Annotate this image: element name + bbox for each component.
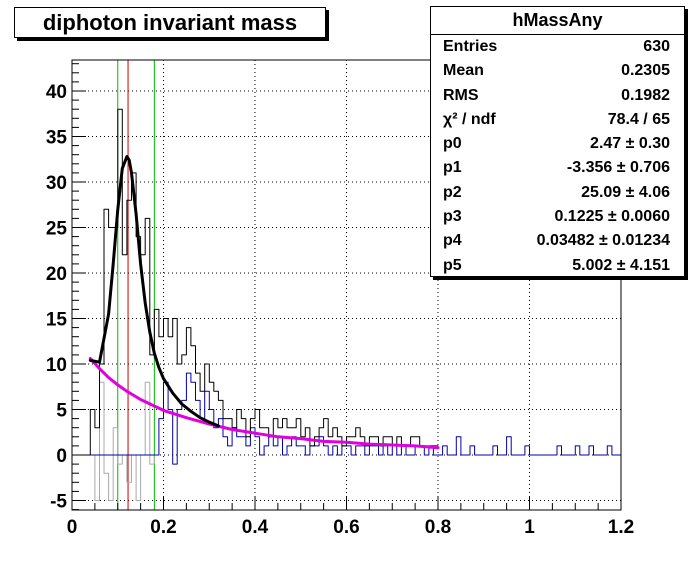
stats-row: p0 2.47 ± 0.30 — [431, 132, 684, 156]
stats-box: hMassAny Entries 630 Mean 0.2305 RMS 0.1982 χ²… — [430, 6, 685, 277]
x-tick-label: 0.6 — [333, 517, 359, 538]
stats-row: χ² / ndf 78.4 / 65 — [431, 108, 684, 132]
y-tick-label: 15 — [46, 310, 68, 331]
stats-row: RMS 0.1982 — [431, 84, 684, 108]
y-tick-label: 30 — [46, 173, 67, 194]
histogram-signal-region — [71, 372, 622, 465]
stats-row: p4 0.03482 ± 0.01234 — [431, 229, 684, 253]
stats-row: p3 0.1225 ± 0.0060 — [431, 205, 684, 229]
stats-row: p2 25.09 ± 4.06 — [431, 181, 684, 205]
stats-key: Entries — [443, 38, 498, 55]
stats-row: p5 5.002 ± 4.151 — [431, 254, 684, 278]
y-tick-label: 0 — [56, 446, 67, 467]
stats-key: RMS — [443, 86, 479, 104]
histogram-total — [71, 108, 439, 456]
stats-value: 630 — [643, 38, 670, 55]
plot-title: diphoton invariant mass — [42, 9, 298, 35]
grid-lines — [72, 60, 621, 510]
series-layer — [71, 60, 622, 510]
x-tick-label: 0.4 — [242, 517, 269, 538]
fit-background-curve — [88, 357, 440, 450]
y-tick-label: 35 — [46, 128, 68, 149]
y-tick-label: 25 — [46, 219, 68, 240]
stats-value: 78.4 / 65 — [607, 110, 670, 128]
y-tick-label: 20 — [46, 264, 67, 285]
fit-total-curve — [88, 155, 220, 428]
stats-key: Mean — [443, 62, 484, 80]
stats-value: 5.002 ± 4.151 — [572, 256, 670, 274]
stats-value: -3.356 ± 0.706 — [566, 159, 670, 177]
y-tick-label: -5 — [50, 492, 67, 513]
stats-row: p1 -3.356 ± 0.706 — [431, 156, 684, 180]
stats-key: p1 — [443, 159, 462, 177]
x-tick-label: 0.2 — [150, 517, 176, 538]
y-tick-label: 10 — [46, 355, 67, 376]
stats-value: 2.47 ± 0.30 — [590, 135, 670, 153]
stats-key: p2 — [443, 183, 462, 201]
stats-value: 0.1225 ± 0.0060 — [554, 208, 670, 226]
y-tick-label: 40 — [46, 82, 67, 103]
stats-value: 25.09 ± 4.06 — [581, 183, 670, 201]
stats-key: p0 — [443, 135, 462, 153]
stats-key: p4 — [443, 232, 462, 250]
x-tick-label: 1 — [524, 517, 535, 538]
stats-row: Mean 0.2305 — [431, 59, 684, 83]
title-box: diphoton invariant mass — [14, 7, 326, 38]
stats-key: χ² / ndf — [443, 110, 496, 128]
x-tick-label: 0 — [67, 517, 78, 538]
stats-title: hMassAny — [431, 7, 684, 35]
x-tick-label: 1.2 — [608, 517, 634, 538]
stats-value: 0.2305 — [621, 62, 670, 80]
stats-value: 0.03482 ± 0.01234 — [536, 232, 670, 250]
stats-value: 0.1982 — [621, 86, 670, 104]
y-tick-label: 5 — [56, 401, 67, 422]
stats-key: p3 — [443, 208, 462, 226]
x-tick-label: 0.8 — [425, 517, 451, 538]
stats-rows: Entries 630 Mean 0.2305 RMS 0.1982 χ² / ndf 78.… — [431, 35, 684, 278]
stats-key: p5 — [443, 256, 462, 274]
stats-row: Entries 630 — [431, 35, 684, 59]
